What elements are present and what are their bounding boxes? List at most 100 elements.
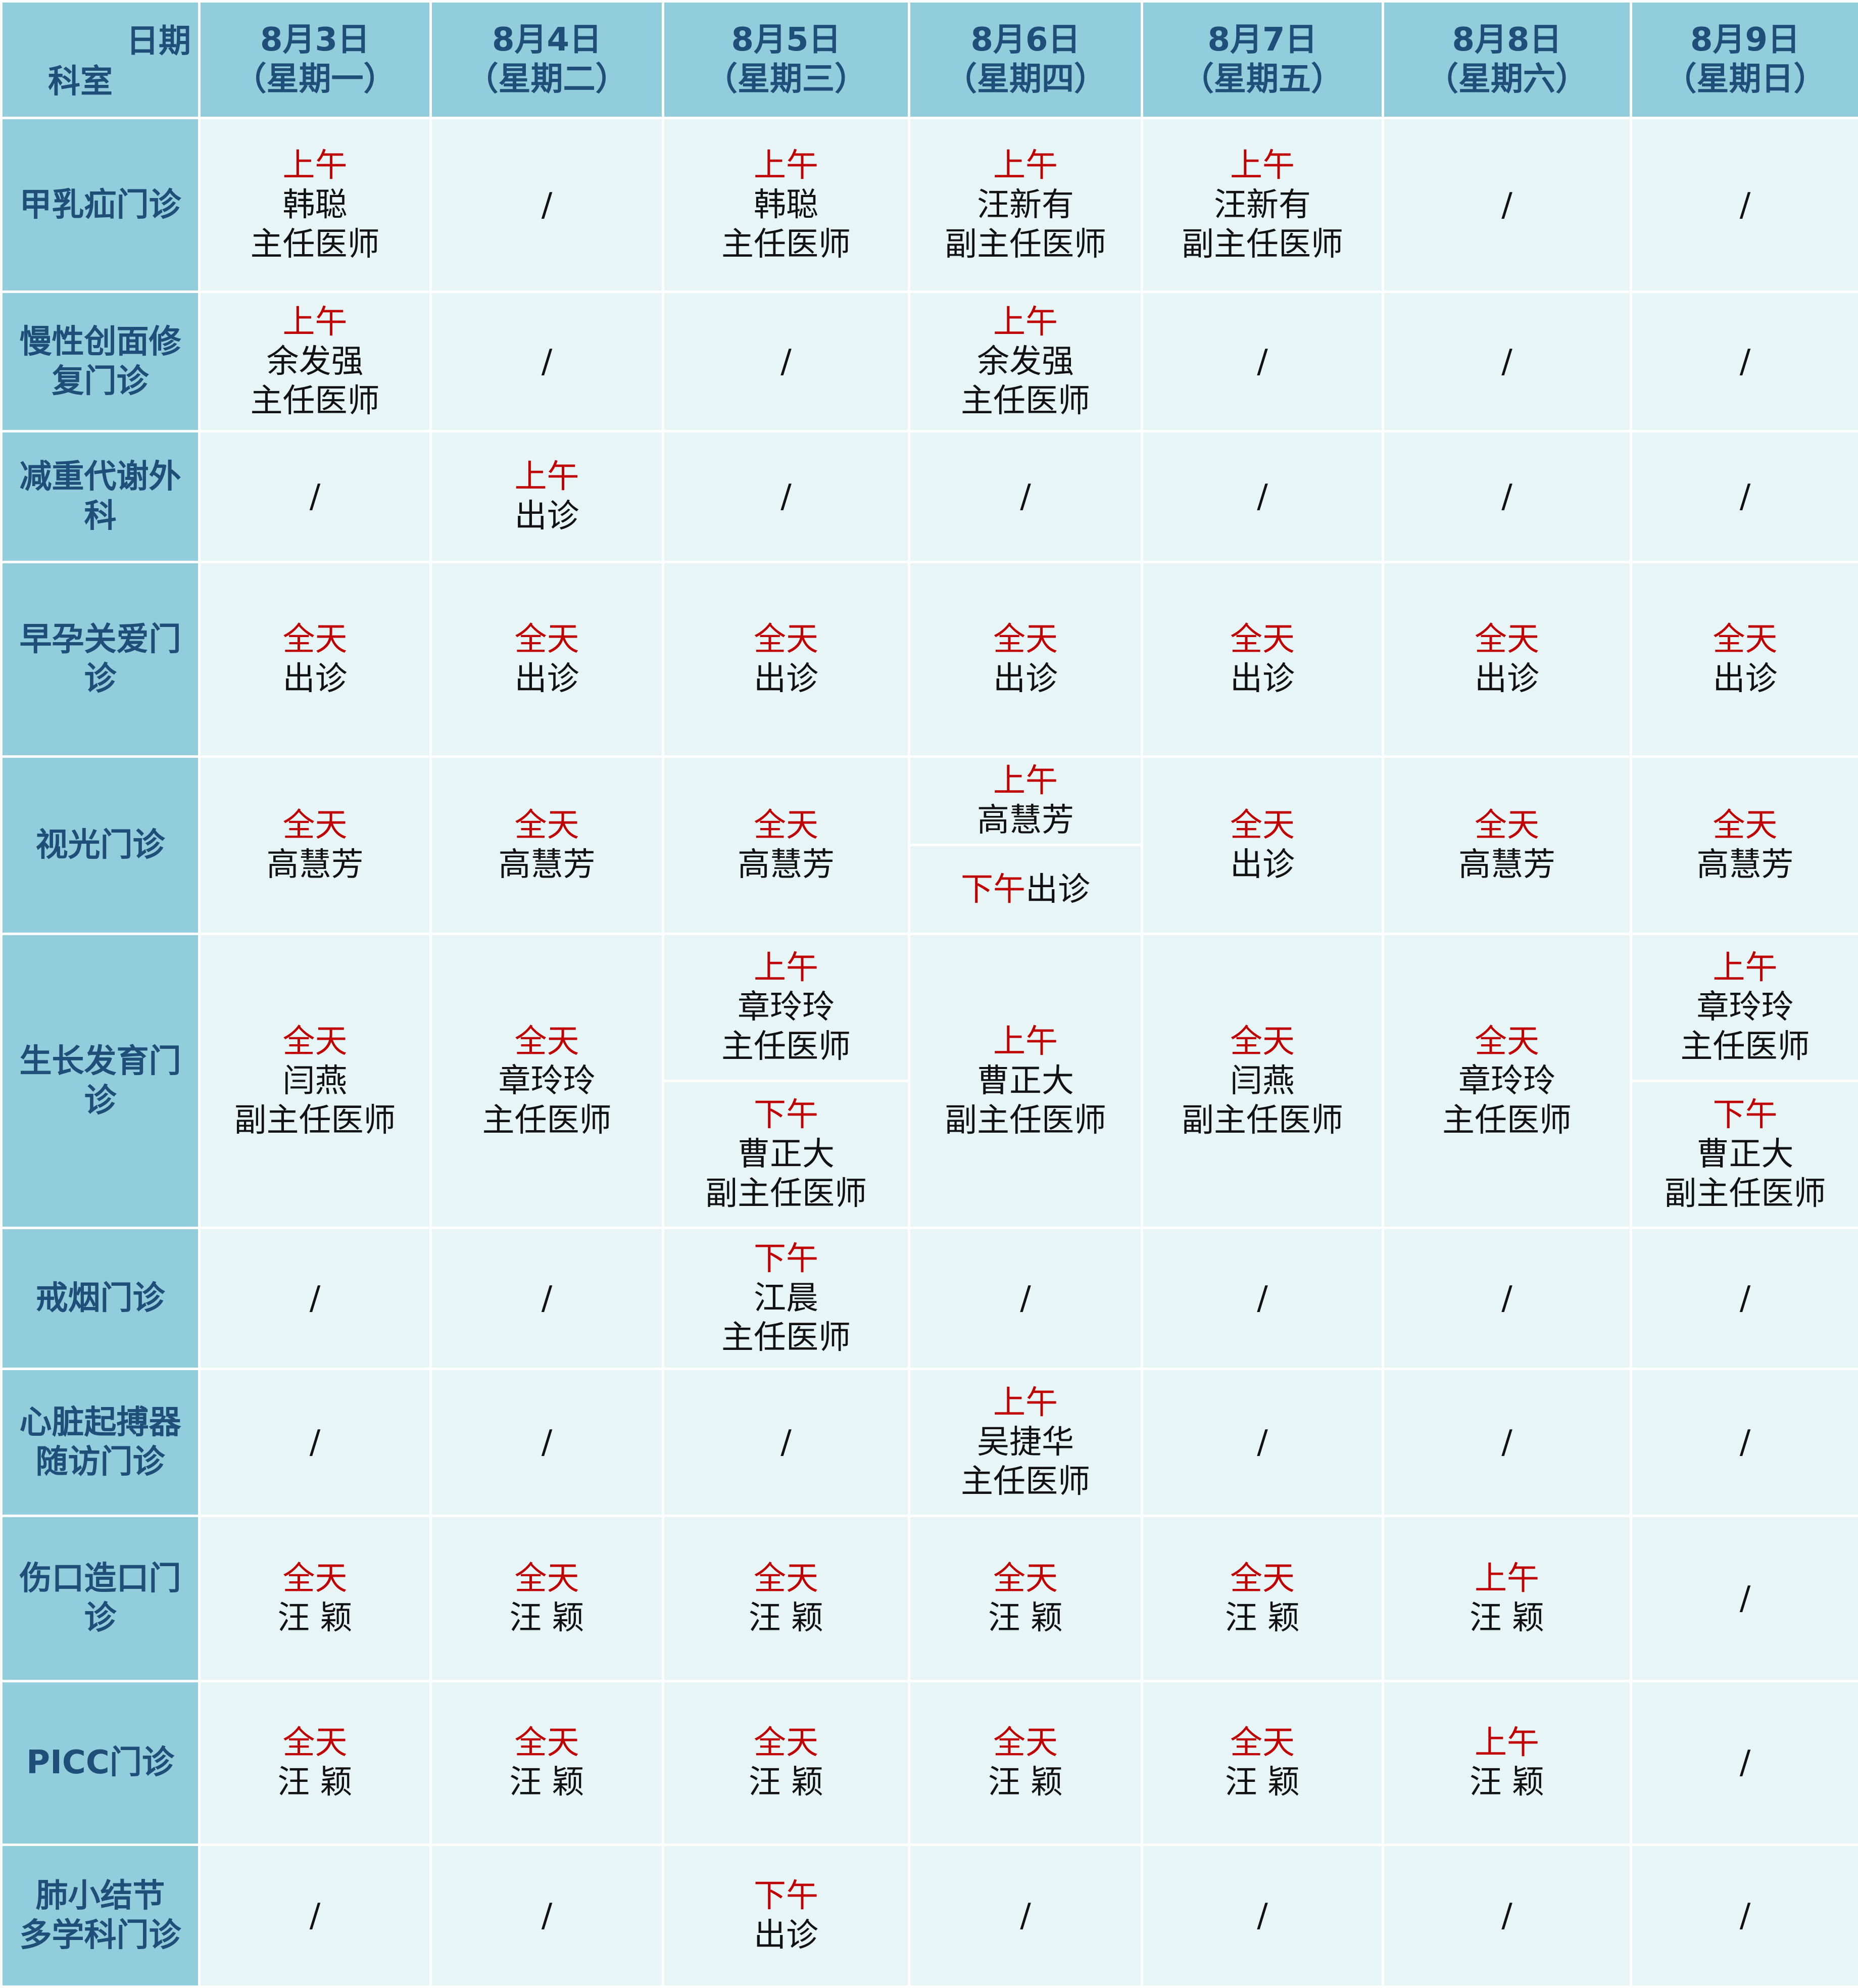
no-clinic-mark: / [541, 1424, 553, 1462]
schedule-cell: 上午 余发强 主任医师 [908, 290, 1143, 433]
department-name: 早孕关爱门诊 [0, 561, 201, 758]
doctor-title: 主任医师 [961, 382, 1090, 420]
schedule-cell: 全天 出诊 [1141, 755, 1384, 935]
doctor-name: 汪 颖 [988, 1599, 1063, 1637]
schedule-cell: 全天 出诊 [1382, 561, 1632, 758]
schedule-cell: 全天 高慧芳 [662, 755, 910, 935]
schedule-cell: 全天 章玲玲 主任医师 [1382, 932, 1632, 1230]
schedule-subrow: 下午 曹正大 副主任医师 下午 曹正大 副主任医师 [2, 1080, 1858, 1230]
session-time: 全天 [754, 620, 818, 658]
doctor-name: 出诊 [1025, 870, 1090, 908]
doctor-name: 曹正大 [1696, 1136, 1794, 1174]
department-name: PICC门诊 [0, 1679, 201, 1846]
session-time: 上午 [993, 762, 1058, 800]
no-clinic-mark: / [309, 1424, 321, 1462]
doctor-name: 汪 颖 [277, 1764, 353, 1802]
doctor-name: 出诊 [1230, 660, 1295, 698]
doctor-name: 出诊 [514, 660, 579, 698]
schedule-cell: 全天 出诊 [198, 561, 432, 758]
schedule-cell: 全天汪 颖 [429, 1515, 664, 1682]
schedule-cell: 上午 韩聪 主任医师 [198, 116, 432, 294]
session-time: 上午 [282, 147, 348, 184]
schedule-cell: 全天汪 颖 [198, 1515, 432, 1682]
doctor-name: 高慧芳 [1696, 846, 1794, 884]
no-clinic-mark: / [780, 343, 792, 380]
day-header: 8月5日 （星期三） [662, 0, 910, 119]
session-time: 全天 [993, 1724, 1058, 1762]
corner-header: 日期 科室 [0, 0, 201, 119]
schedule-cell: 全天 闫燕 副主任医师 [1141, 932, 1384, 1230]
doctor-name: 汪 颖 [748, 1764, 824, 1802]
doctor-title: 主任医师 [250, 382, 380, 420]
schedule-cell: 上午 出诊 [429, 430, 664, 564]
schedule-row: 心脏起搏器 随访门诊 / / / 上午 吴捷华 主任医师 / / / [0, 1368, 1858, 1518]
schedule-cell: 全天 出诊 [429, 561, 664, 758]
doctor-name: 闫燕 [282, 1062, 348, 1100]
day-date: 8月3日 [260, 21, 370, 59]
schedule-cell: 全天汪 颖 [198, 1679, 432, 1846]
department-name: 甲乳疝门诊 [0, 116, 201, 294]
doctor-name: 出诊 [1475, 660, 1539, 698]
department-name: 心脏起搏器 随访门诊 [0, 1368, 201, 1518]
doctor-name: 汪 颖 [1225, 1764, 1300, 1802]
schedule-cell: 全天汪 颖 [908, 1679, 1143, 1846]
doctor-name: 高慧芳 [977, 802, 1074, 839]
session-time: 全天 [514, 1724, 579, 1762]
department-name-line: 诊 [84, 660, 117, 698]
schedule-cell: 全天 高慧芳 [1382, 755, 1632, 935]
no-clinic-mark: / [1501, 343, 1512, 380]
schedule-cell: / [1630, 1515, 1858, 1682]
schedule-cell: 上午 吴捷华 主任医师 [908, 1368, 1143, 1518]
schedule-cell: / [908, 1227, 1143, 1371]
no-clinic-mark: / [1501, 1897, 1512, 1934]
session-time: 下午 [754, 1096, 818, 1134]
day-weekday: （星期二） [466, 60, 628, 98]
schedule-cell: 全天汪 颖 [1141, 1515, 1384, 1682]
doctor-name: 高慧芳 [266, 846, 364, 884]
schedule-cell: 上午 余发强 主任医师 [198, 290, 432, 433]
no-clinic-mark: / [1739, 478, 1751, 516]
department-name-line: 复门诊 [52, 362, 149, 400]
day-weekday: （星期六） [1426, 60, 1588, 98]
department-name: 视光门诊 [0, 755, 201, 935]
session-time: 全天 [993, 620, 1058, 658]
doctor-name: 闫燕 [1230, 1062, 1295, 1100]
schedule-cell-pm: 下午 曹正大 副主任医师 [1630, 1080, 1858, 1230]
no-clinic-mark: / [1257, 1897, 1268, 1934]
doctor-name: 汪 颖 [1469, 1764, 1545, 1802]
schedule-cell: / [662, 290, 910, 433]
schedule-cell: 上午 汪新有 副主任医师 [1141, 116, 1384, 294]
schedule-cell: / [1141, 1843, 1384, 1988]
schedule-row: 慢性创面修 复门诊 上午 余发强 主任医师 / / 上午 余发强 主任医师 / / / [0, 290, 1858, 433]
schedule-cell: 全天 出诊 [908, 561, 1143, 758]
doctor-name: 汪新有 [977, 186, 1074, 224]
department-name: 戒烟门诊 [0, 1227, 201, 1371]
doctor-name: 出诊 [1230, 846, 1295, 884]
department-name-line: 多学科门诊 [19, 1916, 181, 1954]
session-time: 全天 [1713, 806, 1778, 844]
no-clinic-mark: / [1739, 1424, 1751, 1462]
schedule-cell: / [198, 1843, 432, 1988]
session-time: 全天 [282, 1560, 348, 1597]
doctor-name: 余发强 [266, 343, 364, 380]
session-time: 全天 [1230, 1724, 1295, 1762]
schedule-cell: 全天 出诊 [1141, 561, 1384, 758]
session-time: 上午 [1713, 949, 1778, 987]
session-time: 下午 [961, 870, 1025, 908]
no-clinic-mark: / [1739, 343, 1751, 380]
schedule-cell-am: 上午 章玲玲 主任医师 [662, 932, 910, 1083]
schedule-cell: / [429, 1368, 664, 1518]
department-name-line: 减重代谢外 [19, 458, 181, 496]
no-clinic-mark: / [541, 1897, 553, 1934]
schedule-cell: / [1630, 1679, 1858, 1846]
header-row: 日期 科室 8月3日 （星期一） 8月4日 （星期二） 8月5日 （星期三） 8月6日… [0, 0, 1858, 119]
doctor-name: 高慧芳 [498, 846, 596, 884]
day-weekday: （星期五） [1182, 60, 1343, 98]
schedule-cell: 上午汪 颖 [1382, 1515, 1632, 1682]
no-clinic-mark: / [309, 1280, 321, 1318]
doctor-name: 出诊 [754, 1916, 818, 1954]
session-time: 全天 [514, 620, 579, 658]
no-clinic-mark: / [1020, 1897, 1031, 1934]
schedule-cell: / [1382, 116, 1632, 294]
schedule-cell: / [198, 430, 432, 564]
